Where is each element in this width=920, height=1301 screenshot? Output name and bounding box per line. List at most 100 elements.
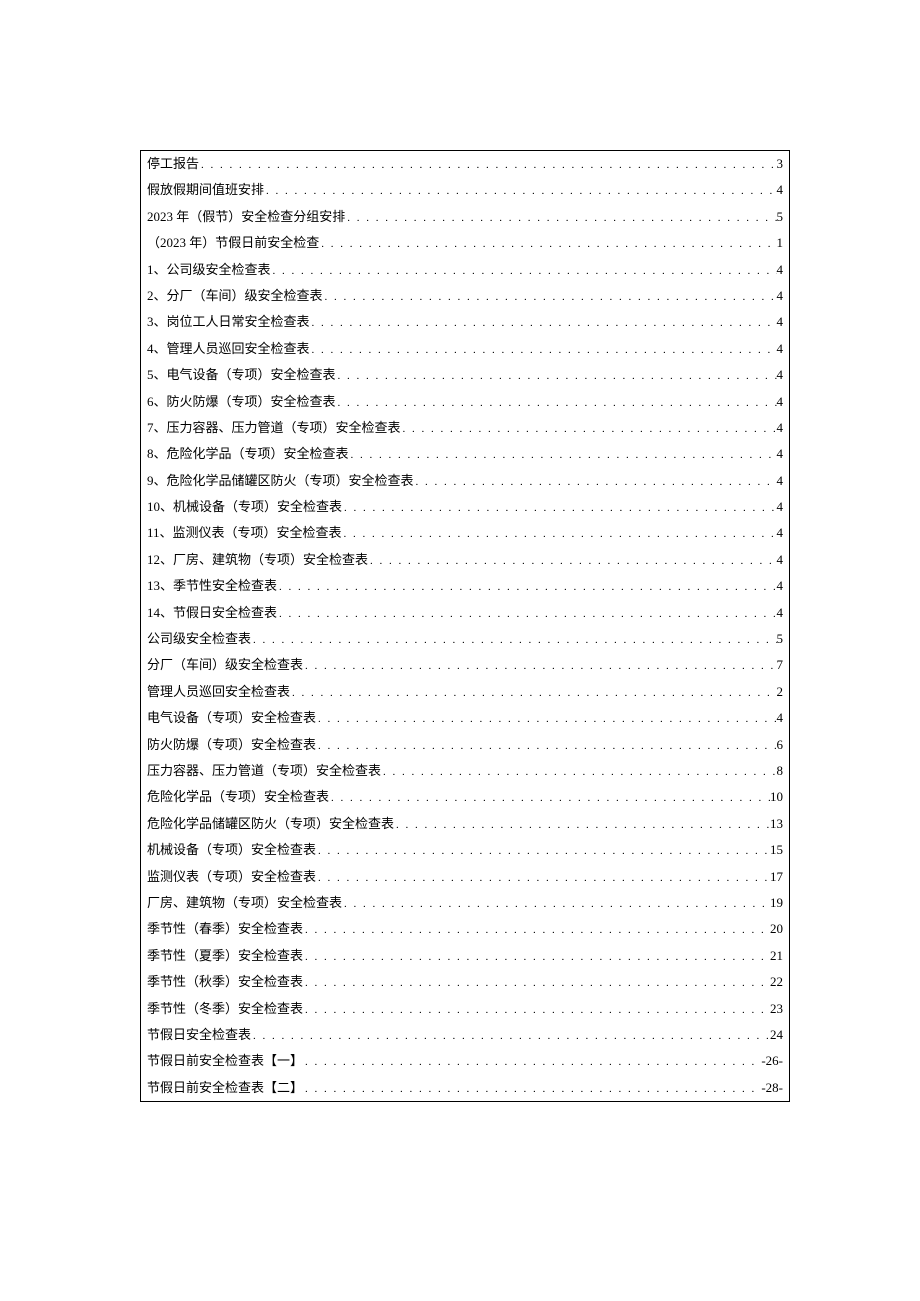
toc-leader-dots: . . . . . . . . . . . . . . . . . . . . …	[303, 659, 776, 674]
toc-leader-dots: . . . . . . . . . . . . . . . . . . . . …	[394, 818, 770, 833]
toc-entry[interactable]: 7、压力容器、压力管道（专项）安全检查表. . . . . . . . . . …	[141, 415, 789, 441]
toc-entry-title: 11、监测仪表（专项）安全检查表	[147, 524, 342, 542]
toc-entry[interactable]: 危险化学品（专项）安全检查表. . . . . . . . . . . . . …	[141, 784, 789, 810]
toc-entry[interactable]: 11、监测仪表（专项）安全检查表. . . . . . . . . . . . …	[141, 520, 789, 546]
toc-entry[interactable]: 节假日前安全检查表【一】. . . . . . . . . . . . . . …	[141, 1048, 789, 1074]
toc-leader-dots: . . . . . . . . . . . . . . . . . . . . …	[381, 765, 776, 780]
toc-leader-dots: . . . . . . . . . . . . . . . . . . . . …	[277, 607, 776, 622]
toc-entry-title: 9、危险化学品储罐区防火（专项）安全检查表	[147, 472, 414, 490]
toc-entry[interactable]: 节假日安全检查表. . . . . . . . . . . . . . . . …	[141, 1022, 789, 1048]
toc-entry-page: 6	[777, 736, 784, 754]
toc-entry[interactable]: 季节性（冬季）安全检查表. . . . . . . . . . . . . . …	[141, 996, 789, 1022]
toc-entry[interactable]: 8、危险化学品（专项）安全检查表. . . . . . . . . . . . …	[141, 441, 789, 467]
toc-entry-page: 22	[770, 973, 783, 991]
toc-entry[interactable]: 季节性（夏季）安全检查表. . . . . . . . . . . . . . …	[141, 943, 789, 969]
toc-leader-dots: . . . . . . . . . . . . . . . . . . . . …	[336, 396, 777, 411]
toc-entry[interactable]: 2、分厂（车间）级安全检查表. . . . . . . . . . . . . …	[141, 283, 789, 309]
toc-entry[interactable]: 14、节假日安全检查表. . . . . . . . . . . . . . .…	[141, 600, 789, 626]
toc-entry-title: 季节性（秋季）安全检查表	[147, 973, 303, 991]
toc-entry-page: 1	[777, 234, 784, 252]
toc-entry-title: 季节性（夏季）安全检查表	[147, 947, 303, 965]
table-of-contents: 停工报告 . . . . . . . . . . . . . . . . . . …	[140, 150, 790, 1102]
toc-entry-title: 12、厂房、建筑物（专项）安全检查表	[147, 551, 368, 569]
toc-leader-dots: . . . . . . . . . . . . . . . . . . . . …	[316, 844, 770, 859]
toc-entry[interactable]: 季节性（春季）安全检查表. . . . . . . . . . . . . . …	[141, 916, 789, 942]
toc-entry-page: -28-	[761, 1079, 783, 1097]
toc-entry-page: 20	[770, 920, 783, 938]
toc-entry[interactable]: 监测仪表（专项）安全检查表. . . . . . . . . . . . . .…	[141, 864, 789, 890]
toc-entry-title: 停工报告	[147, 155, 199, 173]
toc-entry-title: 10、机械设备（专项）安全检查表	[147, 498, 342, 516]
toc-entry[interactable]: 电气设备（专项）安全检查表. . . . . . . . . . . . . .…	[141, 705, 789, 731]
toc-entry[interactable]: 管理人员巡回安全检查表. . . . . . . . . . . . . . .…	[141, 679, 789, 705]
toc-entry-title: 7、压力容器、压力管道（专项）安全检查表	[147, 419, 401, 437]
toc-entry[interactable]: 季节性（秋季）安全检查表. . . . . . . . . . . . . . …	[141, 969, 789, 995]
toc-entry-title: 节假日前安全检查表【二】	[147, 1079, 303, 1097]
toc-entry-title: 管理人员巡回安全检查表	[147, 683, 290, 701]
toc-entry-title: 危险化学品储罐区防火（专项）安全检查表	[147, 815, 394, 833]
toc-entry-page: 8	[777, 762, 784, 780]
toc-entry[interactable]: 压力容器、压力管道（专项）安全检查表. . . . . . . . . . . …	[141, 758, 789, 784]
toc-entry[interactable]: 节假日前安全检查表【二】. . . . . . . . . . . . . . …	[141, 1075, 789, 1101]
toc-entry-title: （2023 年）节假日前安全检查	[147, 234, 319, 252]
toc-entry-page: 5	[777, 208, 784, 226]
toc-entry-page: 4	[777, 709, 784, 727]
toc-entry[interactable]: 9、危险化学品储罐区防火（专项）安全检查表. . . . . . . . . .…	[141, 468, 789, 494]
toc-entry[interactable]: 12、厂房、建筑物（专项）安全检查表. . . . . . . . . . . …	[141, 547, 789, 573]
toc-entry-page: 4	[777, 551, 784, 569]
toc-entry[interactable]: 4、管理人员巡回安全检查表. . . . . . . . . . . . . .…	[141, 336, 789, 362]
toc-leader-dots: . . . . . . . . . . . . . . . . . . . . …	[342, 501, 776, 516]
toc-entry-page: 4	[777, 287, 784, 305]
toc-entry[interactable]: 3、岗位工人日常安全检查表. . . . . . . . . . . . . .…	[141, 309, 789, 335]
toc-entry[interactable]: 6、防火防爆（专项）安全检查表. . . . . . . . . . . . .…	[141, 389, 789, 415]
toc-entry-page: 4	[777, 419, 784, 437]
toc-entry-page: 23	[770, 1000, 783, 1018]
toc-leader-dots: . . . . . . . . . . . . . . . . . . . . …	[310, 343, 777, 358]
toc-leader-dots: . . . . . . . . . . . . . . . . . . . . …	[290, 686, 776, 701]
toc-leader-dots: . . . . . . . . . . . . . . . . . . . . …	[342, 897, 770, 912]
toc-entry[interactable]: 防火防爆（专项）安全检查表. . . . . . . . . . . . . .…	[141, 732, 789, 758]
toc-entry[interactable]: 2023 年（假节）安全检查分组安排. . . . . . . . . . . …	[141, 204, 789, 230]
toc-leader-dots: . . . . . . . . . . . . . . . . . . . . …	[303, 923, 770, 938]
toc-leader-dots: . . . . . . . . . . . . . . . . . . . . …	[251, 1029, 770, 1044]
toc-entry[interactable]: 10、机械设备（专项）安全检查表. . . . . . . . . . . . …	[141, 494, 789, 520]
toc-entry[interactable]: 危险化学品储罐区防火（专项）安全检查表. . . . . . . . . . .…	[141, 811, 789, 837]
toc-entry[interactable]: （2023 年）节假日前安全检查. . . . . . . . . . . . …	[141, 230, 789, 256]
toc-entry[interactable]: 公司级安全检查表. . . . . . . . . . . . . . . . …	[141, 626, 789, 652]
toc-entry-title: 5、电气设备（专项）安全检查表	[147, 366, 336, 384]
toc-entry-title: 机械设备（专项）安全检查表	[147, 841, 316, 859]
toc-entry[interactable]: 机械设备（专项）安全检查表. . . . . . . . . . . . . .…	[141, 837, 789, 863]
toc-leader-dots: . . . . . . . . . . . . . . . . . . . . …	[336, 369, 777, 384]
toc-entry-title: 4、管理人员巡回安全检查表	[147, 340, 310, 358]
toc-leader-dots: . . . . . . . . . . . . . . . . . . . . …	[368, 554, 776, 569]
toc-leader-dots: . . . . . . . . . . . . . . . . . . . . …	[310, 316, 777, 331]
toc-entry[interactable]: 分厂（车间）级安全检查表. . . . . . . . . . . . . . …	[141, 652, 789, 678]
toc-entry-page: 24	[770, 1026, 783, 1044]
toc-leader-dots: . . . . . . . . . . . . . . . . . . . . …	[349, 448, 777, 463]
toc-entry-title: 1、公司级安全检查表	[147, 261, 271, 279]
toc-leader-dots: . . . . . . . . . . . . . . . . . . . . …	[323, 290, 777, 305]
toc-entry[interactable]: 1、公司级安全检查表. . . . . . . . . . . . . . . …	[141, 257, 789, 283]
toc-entry-title: 分厂（车间）级安全检查表	[147, 656, 303, 674]
toc-entry[interactable]: 5、电气设备（专项）安全检查表. . . . . . . . . . . . .…	[141, 362, 789, 388]
toc-entry-page: 4	[777, 340, 784, 358]
toc-leader-dots: . . . . . . . . . . . . . . . . . . . . …	[264, 184, 776, 199]
toc-entry-page: 13	[770, 815, 783, 833]
toc-entry[interactable]: 停工报告. . . . . . . . . . . . . . . . . . …	[141, 151, 789, 177]
toc-leader-dots: . . . . . . . . . . . . . . . . . . . . …	[316, 871, 770, 886]
toc-leader-dots: . . . . . . . . . . . . . . . . . . . . …	[401, 422, 777, 437]
toc-leader-dots: . . . . . . . . . . . . . . . . . . . . …	[303, 976, 770, 991]
toc-leader-dots: . . . . . . . . . . . . . . . . . . . . …	[251, 633, 776, 648]
toc-entry-page: 4	[777, 313, 784, 331]
toc-leader-dots: . . . . . . . . . . . . . . . . . . . . …	[199, 158, 776, 173]
toc-leader-dots: . . . . . . . . . . . . . . . . . . . . …	[329, 791, 770, 806]
toc-leader-dots: . . . . . . . . . . . . . . . . . . . . …	[342, 527, 777, 542]
toc-entry-page: 4	[777, 604, 784, 622]
toc-entry-title: 危险化学品（专项）安全检查表	[147, 788, 329, 806]
toc-entry-title: 电气设备（专项）安全检查表	[147, 709, 316, 727]
toc-entry-page: 2	[777, 683, 784, 701]
toc-entry[interactable]: 厂房、建筑物（专项）安全检查表. . . . . . . . . . . . .…	[141, 890, 789, 916]
toc-entry-page: 4	[777, 181, 784, 199]
toc-entry[interactable]: 13、季节性安全检查表. . . . . . . . . . . . . . .…	[141, 573, 789, 599]
toc-entry[interactable]: 假放假期间值班安排. . . . . . . . . . . . . . . .…	[141, 177, 789, 203]
